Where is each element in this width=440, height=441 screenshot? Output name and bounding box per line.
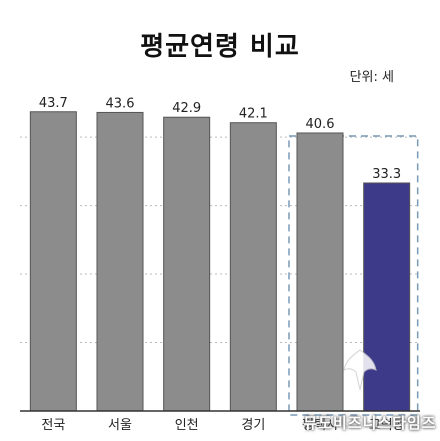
bar — [96, 111, 144, 412]
bar — [363, 182, 411, 412]
data-label: 43.6 — [106, 96, 135, 111]
data-label: 42.1 — [239, 107, 268, 122]
bar — [163, 116, 211, 412]
x-tick-label: 경기 — [241, 418, 265, 433]
data-label: 42.9 — [172, 101, 201, 116]
x-tick-label: 고덕동 — [369, 418, 405, 433]
data-label: 43.7 — [39, 96, 68, 111]
x-tick-label: 인천 — [175, 418, 199, 433]
x-tick-label: 전국 — [41, 418, 65, 433]
watermark-text: 뮤도비즈니스타임즈 — [303, 413, 437, 432]
unit-label: 단위: 세 — [349, 70, 394, 85]
watermark-logo-icon — [343, 349, 377, 391]
x-tick-label: 평택시 — [302, 418, 338, 433]
bar — [296, 132, 344, 412]
highlight-box — [288, 135, 419, 416]
data-label: 40.6 — [306, 117, 335, 132]
chart-title: 평균연령 비교 — [140, 32, 300, 62]
bar — [229, 122, 277, 412]
x-tick-label: 서울 — [108, 418, 132, 433]
data-label: 33.3 — [372, 167, 401, 182]
bar — [29, 111, 77, 412]
